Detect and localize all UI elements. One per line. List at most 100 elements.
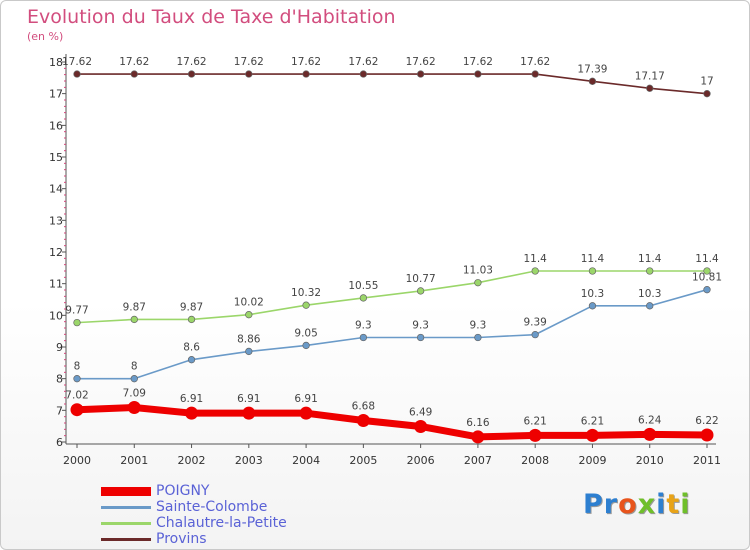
y-tick-label: 17 (49, 88, 63, 101)
x-tick-label: 2003 (235, 454, 263, 467)
data-point-sainte-colombe (359, 333, 368, 342)
legend-label: Provins (156, 531, 207, 547)
y-tick-label: 15 (49, 151, 63, 164)
data-label-poigny: 6.49 (409, 406, 432, 418)
data-label-provins: 17.62 (62, 56, 92, 68)
data-point-chalautre-la-petite (474, 279, 482, 287)
data-point-poigny (185, 406, 199, 420)
data-point-poigny (242, 406, 256, 420)
data-point-chalautre-la-petite (130, 315, 138, 324)
logo-letter: P (583, 489, 604, 520)
data-label-chalautre-la-petite: 10.02 (234, 297, 264, 309)
data-point-sainte-colombe (588, 302, 597, 310)
data-label-provins: 17.62 (520, 56, 550, 68)
data-point-chalautre-la-petite (531, 267, 539, 275)
y-tick-label: 7 (56, 404, 63, 417)
legend-label: Sainte-Colombe (156, 499, 268, 515)
data-label-chalautre-la-petite: 9.87 (123, 301, 146, 313)
data-label-chalautre-la-petite: 9.77 (65, 305, 88, 317)
data-point-chalautre-la-petite (73, 318, 81, 327)
chart-unit-label: (en %) (27, 30, 64, 43)
data-label-provins: 17.62 (406, 56, 436, 68)
logo-letter: o (618, 489, 638, 520)
proxiti-logo: Proxiti (583, 489, 691, 520)
data-point-provins (531, 70, 539, 78)
data-point-sainte-colombe (302, 341, 310, 350)
data-label-poigny: 6.21 (581, 415, 604, 427)
data-point-sainte-colombe (474, 333, 482, 342)
data-point-chalautre-la-petite (302, 301, 310, 309)
y-tick-label: 13 (49, 214, 63, 227)
data-point-sainte-colombe (187, 356, 196, 364)
series-line-poigny (76, 403, 708, 441)
data-point-poigny (299, 406, 313, 420)
data-point-poigny (356, 413, 370, 427)
data-point-chalautre-la-petite (703, 267, 711, 275)
series-line-sainte-colombe (77, 288, 708, 380)
data-point-chalautre-la-petite (245, 311, 253, 319)
data-label-sainte-colombe: 9.39 (523, 317, 546, 329)
data-label-chalautre-la-petite: 10.55 (348, 280, 378, 292)
data-label-sainte-colombe: 9.05 (294, 327, 317, 339)
data-point-poigny (528, 428, 542, 442)
data-point-provins (359, 70, 368, 78)
data-label-chalautre-la-petite: 10.32 (291, 287, 321, 299)
y-tick-label: 11 (49, 278, 63, 291)
logo-letter: x (637, 489, 657, 520)
data-label-sainte-colombe: 8 (74, 361, 81, 373)
data-point-chalautre-la-petite (588, 267, 597, 275)
legend-swatch (101, 522, 151, 525)
data-label-provins: 17.17 (635, 70, 665, 82)
data-point-poigny (585, 428, 599, 442)
data-point-poigny (700, 428, 714, 442)
data-point-sainte-colombe (130, 375, 138, 383)
data-point-sainte-colombe (531, 331, 539, 339)
data-label-poigny: 7.02 (65, 390, 88, 402)
y-tick-label: 16 (49, 119, 63, 132)
data-label-poigny: 6.91 (180, 393, 203, 405)
data-point-chalautre-la-petite (359, 294, 368, 302)
y-tick-label: 6 (56, 436, 63, 449)
data-point-provins (245, 70, 253, 78)
data-label-poigny: 6.22 (695, 415, 718, 427)
data-point-provins (588, 77, 597, 85)
logo-letter: i (680, 489, 691, 520)
y-tick-label: 18 (49, 56, 63, 69)
data-label-poigny: 6.16 (466, 417, 490, 429)
data-point-provins (302, 70, 310, 78)
logo-letter: i (656, 489, 667, 520)
data-label-provins: 17.62 (348, 56, 378, 68)
x-tick-label: 2007 (464, 454, 492, 467)
data-label-sainte-colombe: 10.81 (692, 272, 722, 284)
data-point-sainte-colombe (646, 302, 654, 310)
data-point-sainte-colombe (245, 347, 253, 356)
data-point-chalautre-la-petite (416, 287, 425, 295)
x-tick-label: 2000 (63, 454, 91, 467)
x-tick-label: 2010 (636, 454, 664, 467)
x-tick-label: 2008 (521, 454, 549, 467)
data-label-provins: 17.62 (234, 56, 264, 68)
data-label-chalautre-la-petite: 11.4 (638, 253, 662, 265)
legend-swatch (101, 487, 151, 496)
data-labels-layer: 17.62 17.62 17.62 17.62 17.62 17.62 17.62 17.62… (62, 56, 722, 429)
data-point-poigny (643, 427, 657, 441)
data-point-poigny (70, 403, 84, 417)
data-label-poigny: 6.91 (294, 393, 317, 405)
data-label-poigny: 6.21 (523, 415, 546, 427)
data-point-provins (130, 70, 138, 78)
data-point-provins (187, 70, 196, 78)
x-tick-label: 2004 (292, 454, 320, 467)
data-point-poigny (414, 419, 428, 433)
data-point-provins (416, 70, 425, 78)
data-label-sainte-colombe: 8.86 (237, 333, 261, 345)
x-tick-label: 2002 (178, 454, 206, 467)
x-tick-label: 2001 (120, 454, 148, 467)
data-label-chalautre-la-petite: 9.87 (180, 301, 203, 313)
data-label-sainte-colombe: 9.3 (412, 320, 429, 332)
series-line-provins (77, 73, 708, 95)
data-label-provins: 17 (700, 76, 713, 88)
series-line-chalautre-la-petite (76, 270, 707, 324)
data-point-sainte-colombe (416, 333, 425, 342)
